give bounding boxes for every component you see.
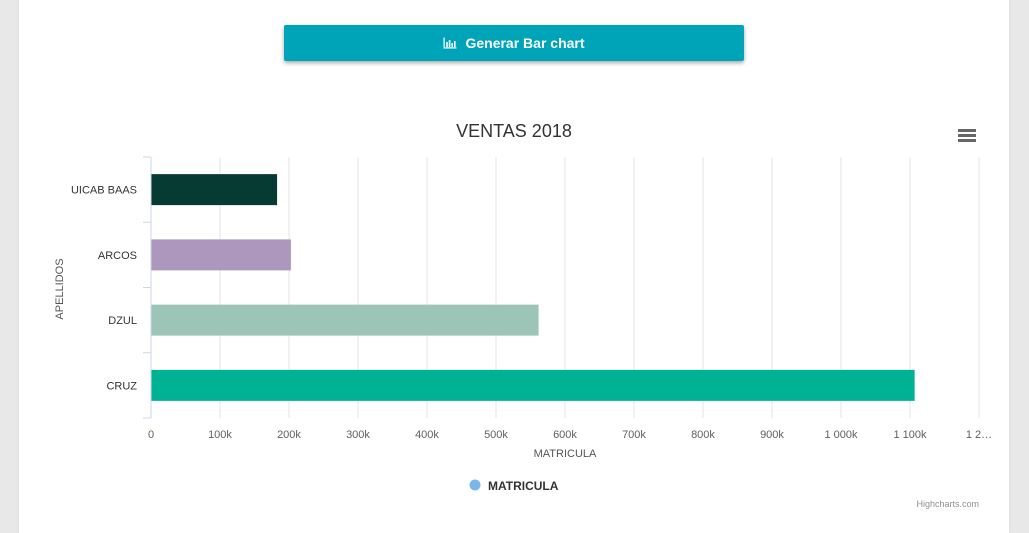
generate-bar-chart-button[interactable]: Generar Bar chart — [284, 25, 744, 61]
value-tick-label: 1 000k — [824, 429, 858, 441]
value-tick-label: 400k — [415, 429, 439, 441]
value-axis-title: MATRICULA — [534, 448, 597, 460]
generate-button-label: Generar Bar chart — [465, 35, 585, 51]
value-tick-label: 700k — [622, 429, 646, 441]
value-tick-label: 0 — [148, 429, 154, 441]
bar — [151, 239, 291, 271]
chart-title: VENTAS 2018 — [456, 121, 572, 141]
value-tick-label: 600k — [553, 429, 577, 441]
value-tick-label: 200k — [277, 429, 301, 441]
hamburger-menu-icon — [958, 129, 976, 142]
category-tick-label: UICAB BAAS — [71, 185, 137, 197]
chart-menu-button[interactable] — [958, 127, 977, 143]
category-tick-label: CRUZ — [106, 380, 137, 392]
value-tick-label: 1 100k — [893, 429, 927, 441]
value-tick-label: 300k — [346, 429, 370, 441]
bar — [151, 369, 915, 401]
category-tick-label: DZUL — [108, 315, 137, 327]
category-axis-title: APELLIDOS — [54, 258, 66, 319]
legend-marker — [469, 479, 481, 491]
axes: 0 100k 200k 300k 400k 500k 600k 700k 800k 900k 1 0… — [71, 156, 992, 441]
credits-link[interactable]: Highcharts.com — [916, 499, 979, 509]
legend-label[interactable]: MATRICULA — [488, 479, 559, 493]
value-tick-label: 900k — [760, 429, 784, 441]
value-tick-label: 500k — [484, 429, 508, 441]
category-tick-label: ARCOS — [98, 250, 137, 262]
value-tick-label: 100k — [208, 429, 232, 441]
bars — [151, 174, 915, 401]
value-tick-label: 800k — [691, 429, 715, 441]
bar — [151, 304, 539, 336]
bar — [151, 174, 278, 206]
value-tick-label: 1 2… — [966, 429, 992, 441]
legend[interactable]: MATRICULA — [469, 479, 559, 493]
bar-chart-icon — [443, 37, 457, 49]
